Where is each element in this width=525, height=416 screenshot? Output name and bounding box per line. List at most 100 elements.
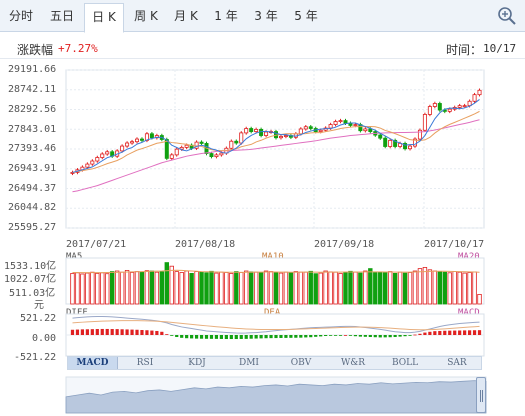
volume-bar xyxy=(100,272,105,305)
candle-body xyxy=(348,122,353,126)
indicator-tab-kdj[interactable]: KDJ xyxy=(188,358,206,368)
volume-bar xyxy=(402,272,408,305)
candle-body xyxy=(462,105,467,108)
volume-bar xyxy=(253,271,259,305)
macd-bar xyxy=(190,335,194,339)
volume-bar xyxy=(139,271,145,305)
tab-one-year[interactable]: 1 年 xyxy=(214,9,238,23)
volume-bar xyxy=(169,265,174,305)
volume-bar xyxy=(244,270,249,305)
candle-body xyxy=(452,107,457,110)
candle-body xyxy=(80,166,85,171)
volume-legend-ma5: MA5 xyxy=(66,252,83,262)
legend-ma5: MA5 xyxy=(66,77,83,87)
macd-bar xyxy=(343,335,348,336)
tab-monthly-k[interactable]: 月 K xyxy=(174,9,198,23)
tab-five-year[interactable]: 5 年 xyxy=(294,9,318,23)
indicator-tab-boll[interactable]: BOLL xyxy=(391,358,419,368)
volume-bar xyxy=(293,271,299,305)
macd-bar xyxy=(333,335,338,336)
candle-body xyxy=(244,128,249,134)
candle-body xyxy=(259,128,264,136)
macd-bar xyxy=(135,329,139,335)
candle-body xyxy=(313,128,318,132)
candle-body xyxy=(383,137,388,147)
volume-bar xyxy=(179,272,184,305)
range-slider-handle[interactable] xyxy=(476,377,486,413)
tab-intraday[interactable]: 分时 xyxy=(8,9,33,23)
volume-bar xyxy=(119,271,125,305)
volume-bar xyxy=(229,272,234,305)
candle-body xyxy=(234,140,239,144)
volume-bar xyxy=(204,272,209,305)
macd-bar xyxy=(403,335,407,337)
macd-bar xyxy=(204,335,209,339)
candle-body xyxy=(174,148,179,156)
volume-y-tick: 1022.07亿 xyxy=(4,274,57,285)
x-tick: 2017/08/18 xyxy=(175,239,236,250)
macd-bar xyxy=(413,334,417,336)
candle-body xyxy=(139,138,144,141)
macd-bar xyxy=(363,335,367,337)
macd-y-tick: 0.00 xyxy=(32,333,57,344)
volume-bar xyxy=(154,271,160,305)
volume-bar xyxy=(214,272,219,305)
candle-body xyxy=(358,124,363,132)
candle-body xyxy=(343,120,348,124)
candle-body xyxy=(184,144,189,148)
macd-bar xyxy=(353,335,358,337)
zoom-in-icon[interactable] xyxy=(497,6,517,26)
candle-body xyxy=(105,151,110,155)
tab-daily-k[interactable]: 日 K xyxy=(84,3,124,33)
volume-bar xyxy=(417,268,423,305)
tab-three-year[interactable]: 3 年 xyxy=(254,9,278,23)
volume-bar xyxy=(368,268,373,305)
indicator-tab-dmi[interactable]: DMI xyxy=(239,358,259,368)
volume-bar xyxy=(447,272,452,305)
legend-dea: DEA xyxy=(264,308,281,318)
macd-bar xyxy=(453,330,457,335)
volume-bar xyxy=(412,270,418,305)
macd-bar xyxy=(338,335,343,336)
tab-five-day[interactable]: 五日 xyxy=(49,9,74,23)
volume-bar xyxy=(397,271,403,305)
ma5-line xyxy=(72,99,480,173)
candle-body xyxy=(368,128,373,132)
volume-unit: 元 xyxy=(34,300,44,311)
macd-bar xyxy=(105,328,109,335)
macd-bar xyxy=(408,335,412,336)
indicator-tab-obv[interactable]: OBV xyxy=(290,358,312,368)
candle-body xyxy=(125,142,130,147)
kline-y-tick: 27393.46 xyxy=(8,143,57,154)
volume-bar xyxy=(273,272,279,305)
macd-bar xyxy=(398,335,402,337)
volume-bar xyxy=(427,269,433,305)
volume-bar xyxy=(353,271,358,305)
indicator-tab-wr[interactable]: W&R xyxy=(340,358,366,368)
volume-bar xyxy=(134,271,140,305)
kline-y-tick: 29191.66 xyxy=(8,64,57,75)
volume-bar xyxy=(348,270,353,305)
volume-bar xyxy=(149,270,155,305)
indicator-tab-rsi[interactable]: RSI xyxy=(136,358,154,368)
volume-bar xyxy=(328,271,333,305)
candle-body xyxy=(288,135,293,138)
candle-body xyxy=(70,172,75,174)
candle-body xyxy=(338,120,343,122)
macd-bar xyxy=(194,335,199,339)
volume-bar xyxy=(263,270,269,305)
kline-y-tick: 28742.11 xyxy=(8,84,57,95)
tab-weekly-k[interactable]: 周 K xyxy=(134,9,158,23)
macd-bar xyxy=(224,335,228,340)
volume-bar xyxy=(467,272,472,305)
ma20-line xyxy=(72,119,480,193)
macd-bar xyxy=(239,335,243,339)
indicator-tab-macd[interactable]: MACD xyxy=(68,357,118,369)
indicator-tab-sar[interactable]: SAR xyxy=(447,358,467,368)
macd-bar xyxy=(70,329,75,335)
volume-bar xyxy=(194,271,199,305)
volume-bar xyxy=(90,271,95,305)
candle-body xyxy=(273,131,278,139)
period-tab-bar: 分时 五日 日 K 周 K 月 K 1 年 3 年 5 年 xyxy=(0,0,525,33)
macd-bar xyxy=(358,335,362,337)
